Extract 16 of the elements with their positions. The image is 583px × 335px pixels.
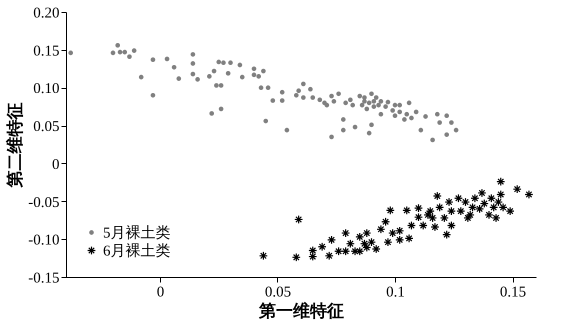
x-tick-label: 0.15 bbox=[500, 284, 526, 300]
y-axis-title: 第二维特征 bbox=[5, 102, 24, 188]
y-tick-label: -0.10 bbox=[28, 232, 60, 249]
y-tick-label: 0.20 bbox=[33, 6, 60, 22]
y-tick-label: 0.10 bbox=[33, 81, 60, 98]
y-tick-label: 0 bbox=[52, 156, 60, 173]
y-tick-label: 0.15 bbox=[33, 43, 60, 60]
y-tick-label: -0.05 bbox=[28, 194, 60, 211]
y-tick-label: 0.05 bbox=[33, 119, 60, 136]
legend-label: 5月裸土类 bbox=[103, 224, 170, 242]
legend-label: 6月裸土类 bbox=[103, 242, 170, 260]
y-tick-label: -0.15 bbox=[28, 270, 60, 286]
x-tick-label: 0.1 bbox=[386, 284, 405, 300]
x-tick-label: 0.05 bbox=[264, 284, 292, 300]
x-axis-title: 第一维特征 bbox=[258, 302, 344, 320]
x-tick-label: 0 bbox=[156, 284, 164, 300]
